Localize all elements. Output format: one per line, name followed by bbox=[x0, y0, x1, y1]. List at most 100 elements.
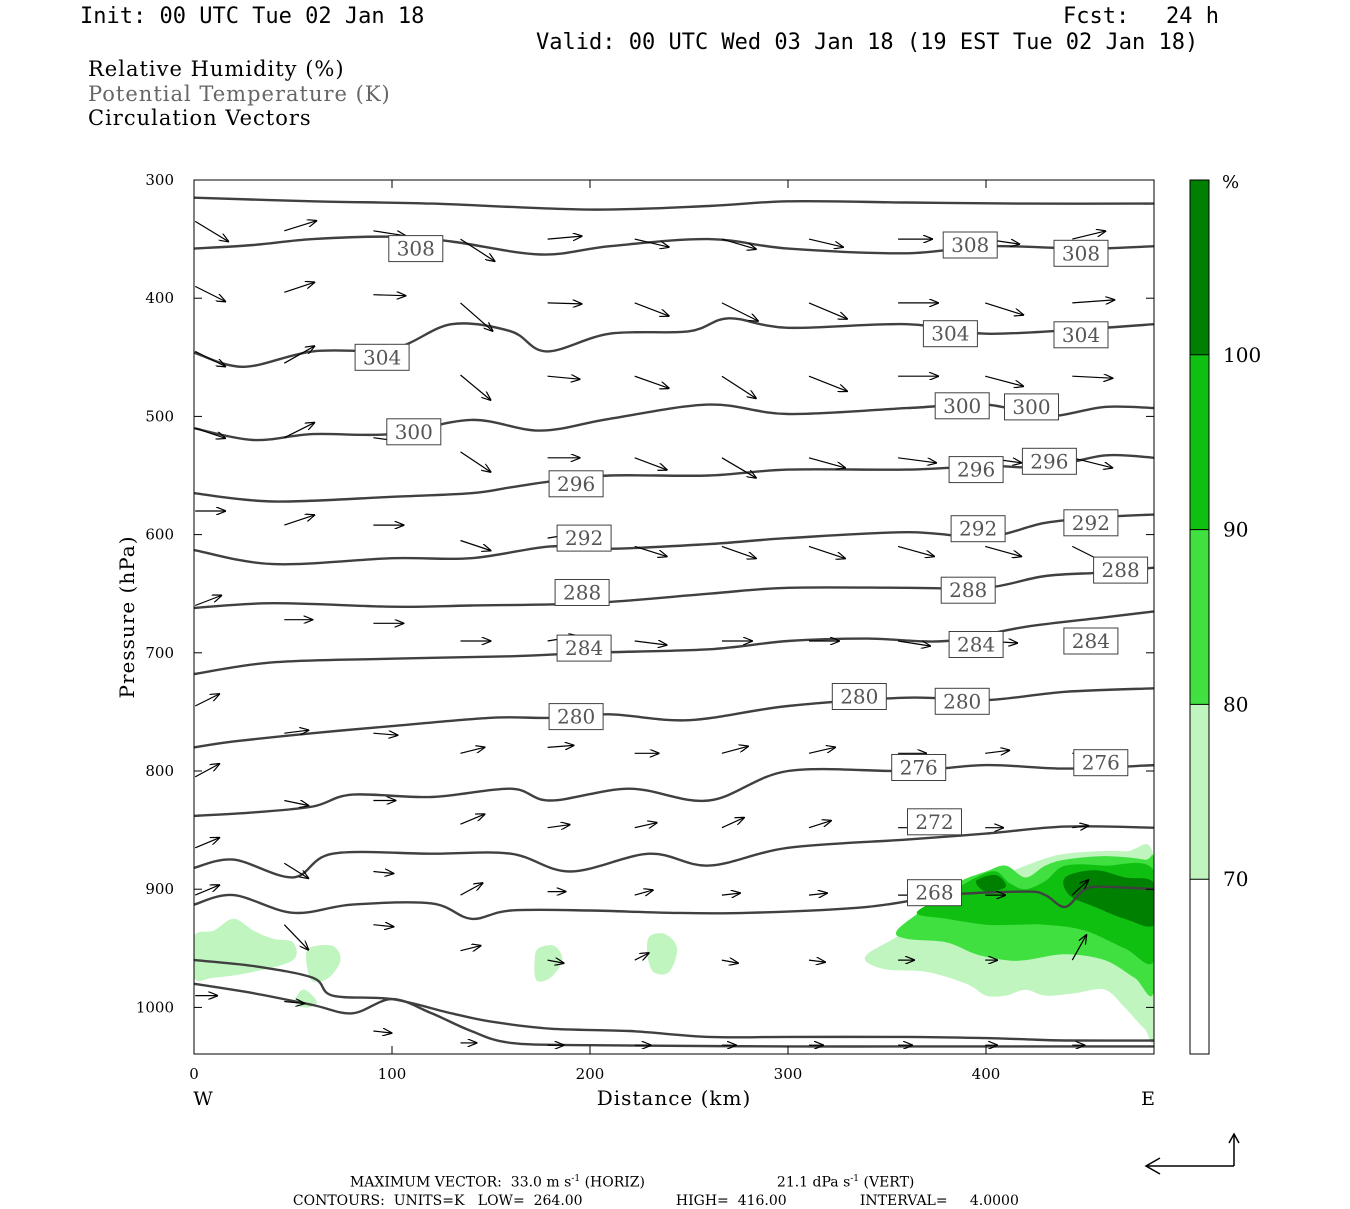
humidity-region bbox=[975, 874, 1007, 892]
theta-label-box bbox=[548, 703, 604, 731]
theta-contour bbox=[194, 235, 1154, 256]
theta-label: 300 bbox=[943, 394, 981, 418]
circulation-vector bbox=[721, 457, 756, 478]
y-tick-label: 900 bbox=[145, 880, 174, 898]
circulation-vector bbox=[634, 890, 653, 895]
theta-label: 288 bbox=[563, 581, 601, 605]
theta-label-box bbox=[1021, 447, 1077, 475]
circulation-vector bbox=[284, 801, 308, 806]
y-tick-label: 600 bbox=[145, 526, 174, 544]
circulation-vector bbox=[547, 745, 574, 747]
theta-label: 272 bbox=[915, 810, 953, 834]
colorbar-label: 90 bbox=[1223, 518, 1248, 542]
circulation-vector bbox=[634, 238, 669, 247]
circulation-vector bbox=[721, 302, 758, 321]
circulation-vector bbox=[985, 302, 1023, 315]
plot-frame bbox=[193, 179, 1155, 1055]
y-tick-label: 700 bbox=[145, 644, 174, 662]
theta-contour bbox=[194, 885, 1154, 921]
theta-label-box bbox=[556, 524, 612, 552]
theta-contour bbox=[194, 610, 1154, 676]
colorbar-segment bbox=[1190, 354, 1209, 530]
theta-label: 300 bbox=[395, 420, 433, 444]
circulation-vector bbox=[985, 750, 1009, 753]
circulation-vector bbox=[194, 838, 219, 849]
circulation-vector bbox=[1072, 457, 1112, 468]
circulation-vector bbox=[808, 821, 831, 829]
contour-interval-label: INTERVAL= bbox=[859, 1193, 948, 1209]
circulation-vector bbox=[634, 375, 669, 388]
circulation-vector bbox=[808, 302, 847, 319]
circulation-vector bbox=[721, 375, 756, 398]
circulation-vector bbox=[194, 885, 219, 896]
colorbar-segment bbox=[1190, 180, 1209, 355]
humidity-region bbox=[194, 918, 297, 982]
theta-label: 268 bbox=[915, 881, 953, 905]
theta-label: 284 bbox=[957, 633, 995, 657]
circulation-vector bbox=[195, 427, 225, 438]
colorbar-unit: % bbox=[1222, 172, 1239, 193]
circulation-vector bbox=[460, 451, 491, 472]
theta-label-box bbox=[1063, 509, 1119, 537]
theta-contour bbox=[194, 687, 1154, 749]
theta-label: 304 bbox=[363, 345, 401, 369]
circulation-vector bbox=[460, 374, 491, 400]
circulation-vector bbox=[547, 825, 570, 828]
circulation-vector bbox=[194, 285, 225, 301]
theta-label-box bbox=[388, 235, 444, 263]
circulation-vector bbox=[284, 346, 314, 364]
theta-label: 284 bbox=[1072, 629, 1110, 653]
theta-label-box bbox=[922, 320, 978, 348]
circulation-vector bbox=[373, 230, 405, 236]
theta-label-box bbox=[940, 576, 996, 604]
forecast-hours: 24 h bbox=[1166, 4, 1219, 29]
valid-time: Valid: 00 UTC Wed 03 Jan 18 (19 EST Tue … bbox=[536, 30, 1199, 55]
theta-label: 292 bbox=[1072, 511, 1110, 535]
contour-low-value: 264.00 bbox=[533, 1193, 583, 1209]
theta-label-box bbox=[831, 683, 887, 710]
humidity-fill-layer bbox=[194, 844, 1154, 1044]
colorbar-segment bbox=[1190, 879, 1209, 1054]
contours-label: CONTOURS: bbox=[292, 1193, 385, 1209]
theta-contour bbox=[194, 453, 1154, 503]
circulation-vector bbox=[721, 893, 740, 895]
theta-label-box bbox=[556, 634, 612, 662]
theta-label: 304 bbox=[1062, 323, 1100, 347]
theta-label: 280 bbox=[943, 689, 981, 713]
theta-label-layer: 308 308 308 304 304 304 300 300 300 296 296 296 292 2… bbox=[354, 231, 1149, 907]
circulation-vector bbox=[721, 818, 744, 829]
theta-label: 288 bbox=[1102, 558, 1140, 582]
humidity-region bbox=[306, 944, 341, 983]
theta-contour bbox=[194, 982, 1154, 1048]
theta-label: 280 bbox=[557, 705, 595, 729]
max-vector-label: MAXIMUM VECTOR: bbox=[349, 1174, 502, 1191]
circulation-vector bbox=[634, 545, 667, 556]
theta-label-box bbox=[1073, 749, 1129, 777]
colorbar-label: 100 bbox=[1223, 343, 1261, 367]
circulation-vector bbox=[547, 376, 580, 379]
circulation-vector bbox=[194, 694, 219, 707]
circulation-vector bbox=[1071, 935, 1086, 961]
theta-contour bbox=[194, 513, 1154, 566]
theta-label-box bbox=[1053, 239, 1109, 267]
circulation-vector bbox=[194, 596, 221, 607]
circulation-vector bbox=[460, 814, 485, 825]
circulation-vector bbox=[634, 302, 669, 316]
circulation-vector bbox=[985, 545, 1021, 556]
y-tick-label: 500 bbox=[145, 407, 174, 425]
x-tick-label: 300 bbox=[774, 1065, 803, 1083]
theta-label: 304 bbox=[931, 322, 969, 346]
circulation-vector bbox=[373, 295, 405, 296]
circulation-vector bbox=[460, 946, 481, 951]
x-tick-label: 200 bbox=[576, 1065, 605, 1083]
y-tick-label: 400 bbox=[145, 289, 174, 307]
vert-value: 21.1 bbox=[776, 1174, 809, 1191]
circulation-vector bbox=[373, 733, 397, 735]
circulation-vector bbox=[808, 747, 835, 754]
colorbar: 100 90 80 70 bbox=[1189, 179, 1261, 1055]
vert-exponent: -1 bbox=[850, 1174, 860, 1184]
theta-label: 292 bbox=[959, 517, 997, 541]
contour-low-label: LOW= bbox=[477, 1193, 525, 1209]
circulation-vector bbox=[1072, 300, 1114, 303]
circulation-vector bbox=[1071, 880, 1088, 896]
